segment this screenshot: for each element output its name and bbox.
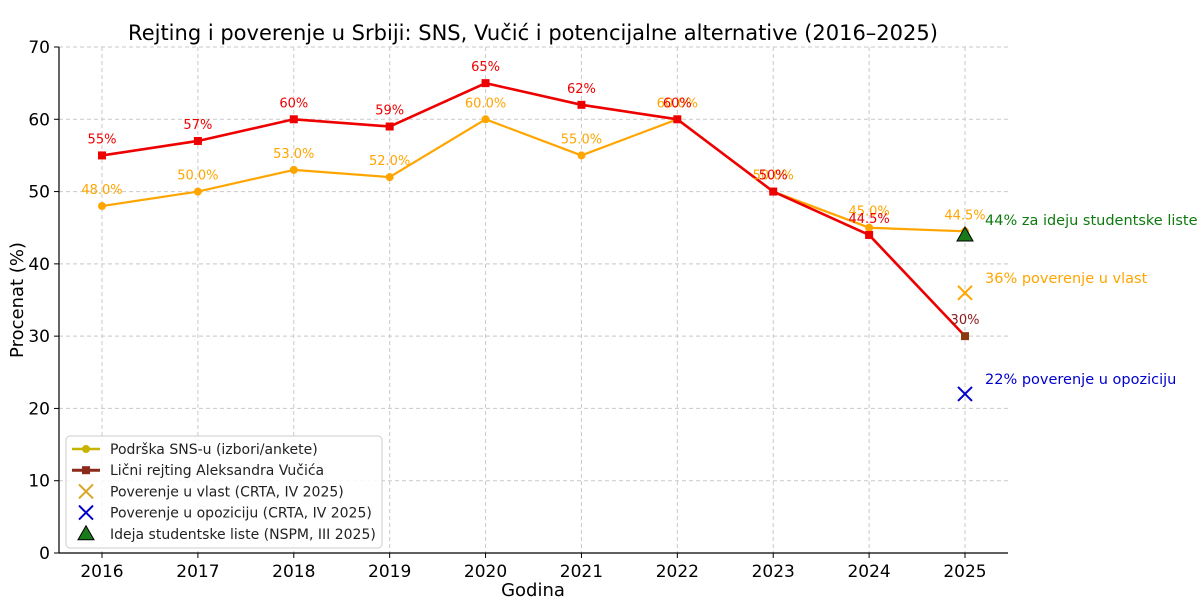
data-label: 65% [471,60,500,75]
data-label: 44.5% [944,208,985,223]
point-annotation: 36% poverenje u vlast [985,271,1148,287]
data-label: 60% [663,96,692,111]
point-annotation: 22% poverenje u opoziciju [985,372,1176,388]
data-label: 50.0% [177,169,218,184]
reference-points: 36% poverenje u vlast 22% poverenje u opo… [956,213,1198,402]
gridlines [59,46,1008,553]
x-tick-label: 2022 [656,562,699,582]
data-label: 55% [88,132,117,147]
y-tick-label: 50 [28,183,50,203]
legend-marker [78,504,94,521]
y-tick-label: 70 [28,38,50,58]
series-point [98,202,106,211]
series-line [101,81,966,338]
y-tick-label: 0 [39,544,50,564]
series-point [98,151,106,160]
series-point [961,332,969,341]
series-point [481,79,490,88]
data-label: 60.0% [465,96,506,111]
series-point [385,122,394,131]
data-labels: 48.0% 50.0% 53.0% 52.0% 60.0% 55.0% 60.0% 50.0%… [81,60,985,328]
data-label: 30% [951,313,980,328]
data-label: 50.0% [753,169,794,184]
data-label: 60.0% [657,96,698,111]
data-label: 53.0% [273,147,314,162]
data-label: 62% [567,82,596,97]
legend-label: Poverenje u opoziciju (CRTA, IV 2025) [110,506,372,522]
y-tick-label: 60 [28,110,50,130]
data-label: 60% [279,96,308,111]
data-label: 45.0% [848,205,889,220]
x-tick-label: 2024 [847,562,890,582]
axes: 0 10 20 30 40 50 60 70 2016 2017 2018 2019 2020 2021 2… [28,38,1008,582]
data-label: 59% [375,104,404,119]
reference-point [957,285,973,301]
legend-label: Poverenje u vlast (CRTA, IV 2025) [110,484,344,500]
series-point [769,187,778,196]
series-point [577,151,586,160]
series-layer [98,79,969,341]
series-point [577,100,586,109]
series-point [673,115,682,124]
data-label: 57% [183,118,212,133]
x-axis-title: Godina [501,580,565,601]
y-tick-label: 30 [28,327,50,347]
reference-point [956,225,974,242]
x-tick-label: 2025 [943,562,986,582]
data-label: 44.5% [848,212,889,227]
series-line [101,118,966,233]
y-axis-title: Procenat (%) [7,242,28,358]
legend-label: Lični rejting Aleksandra Vučića [110,463,324,479]
legend-label: Podrška SNS-u (izbori/ankete) [110,442,318,458]
series-point [193,187,202,196]
legend-marker [82,466,90,475]
y-tick-label: 10 [28,472,50,492]
point-annotation: 44% za ideju studentske liste [985,213,1198,229]
x-tick-label: 2018 [272,562,315,582]
data-label: 55.0% [561,132,602,147]
x-tick-label: 2023 [752,562,795,582]
y-tick-label: 20 [28,399,50,419]
series-point [865,230,874,239]
legend-marker [82,445,90,453]
legend: Podrška SNS-u (izbori/ankete) Lični rejti… [65,435,383,549]
x-tick-label: 2019 [368,562,411,582]
x-tick-label: 2016 [80,562,123,582]
series-point [481,115,490,124]
legend-label: Ideja studentske liste (NSPM, III 2025) [110,527,376,543]
series-point [193,136,202,145]
reference-point [957,386,973,402]
y-tick-label: 40 [28,255,50,275]
series-point [865,223,874,232]
x-tick-label: 2020 [464,562,507,582]
legend-marker [77,524,95,541]
series-point [385,173,394,182]
data-label: 48.0% [81,183,122,198]
x-tick-label: 2021 [560,562,603,582]
legend-marker [78,483,94,500]
data-label: 52.0% [369,154,410,169]
legend-box [65,435,383,549]
series-point [289,115,298,124]
x-tick-label: 2017 [176,562,219,582]
chart-title: Rejting i poverenje u Srbiji: SNS, Vučić… [128,21,938,45]
data-label: 50% [759,169,788,184]
series-point [289,165,298,174]
